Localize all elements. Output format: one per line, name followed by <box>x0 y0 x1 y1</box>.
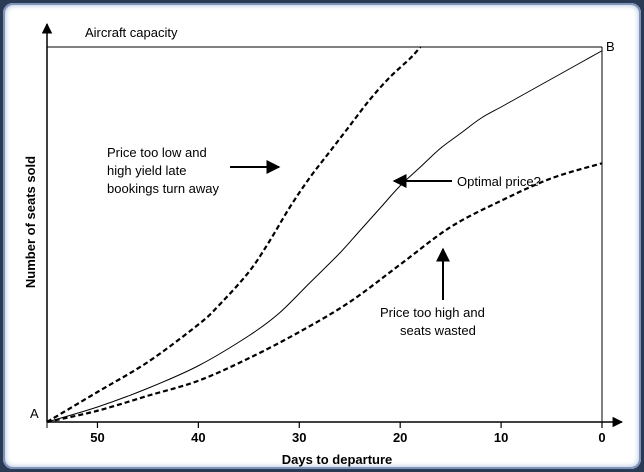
series-optimal-price <box>46 50 603 423</box>
annotation-price-too-low-line-2: high yield late <box>107 163 187 178</box>
x-tick-label: 10 <box>494 430 508 445</box>
point-a-label: A <box>30 406 39 421</box>
annotation-price-too-high-line-2: seats wasted <box>400 323 476 338</box>
annotation-price-too-low-line-1: Price too low and <box>107 145 207 160</box>
annotation-optimal-price: Optimal price? <box>457 174 541 189</box>
series-price-too-high <box>46 162 603 424</box>
x-tick-label: 0 <box>598 430 605 445</box>
x-axis-title: Days to departure <box>282 452 393 467</box>
chart-frame <box>3 3 641 469</box>
point-b-label: B <box>606 39 615 54</box>
capacity-label: Aircraft capacity <box>85 25 178 40</box>
x-tick-label: 50 <box>90 430 104 445</box>
x-tick-label: 30 <box>292 430 306 445</box>
annotation-price-too-high-line-1: Price too high and <box>380 305 485 320</box>
x-tick-label: 40 <box>191 430 205 445</box>
x-tick-label: 20 <box>393 430 407 445</box>
y-axis-title: Number of seats sold <box>23 156 38 288</box>
annotation-price-too-low-line-3: bookings turn away <box>107 181 220 196</box>
series-price-too-low <box>46 46 422 423</box>
